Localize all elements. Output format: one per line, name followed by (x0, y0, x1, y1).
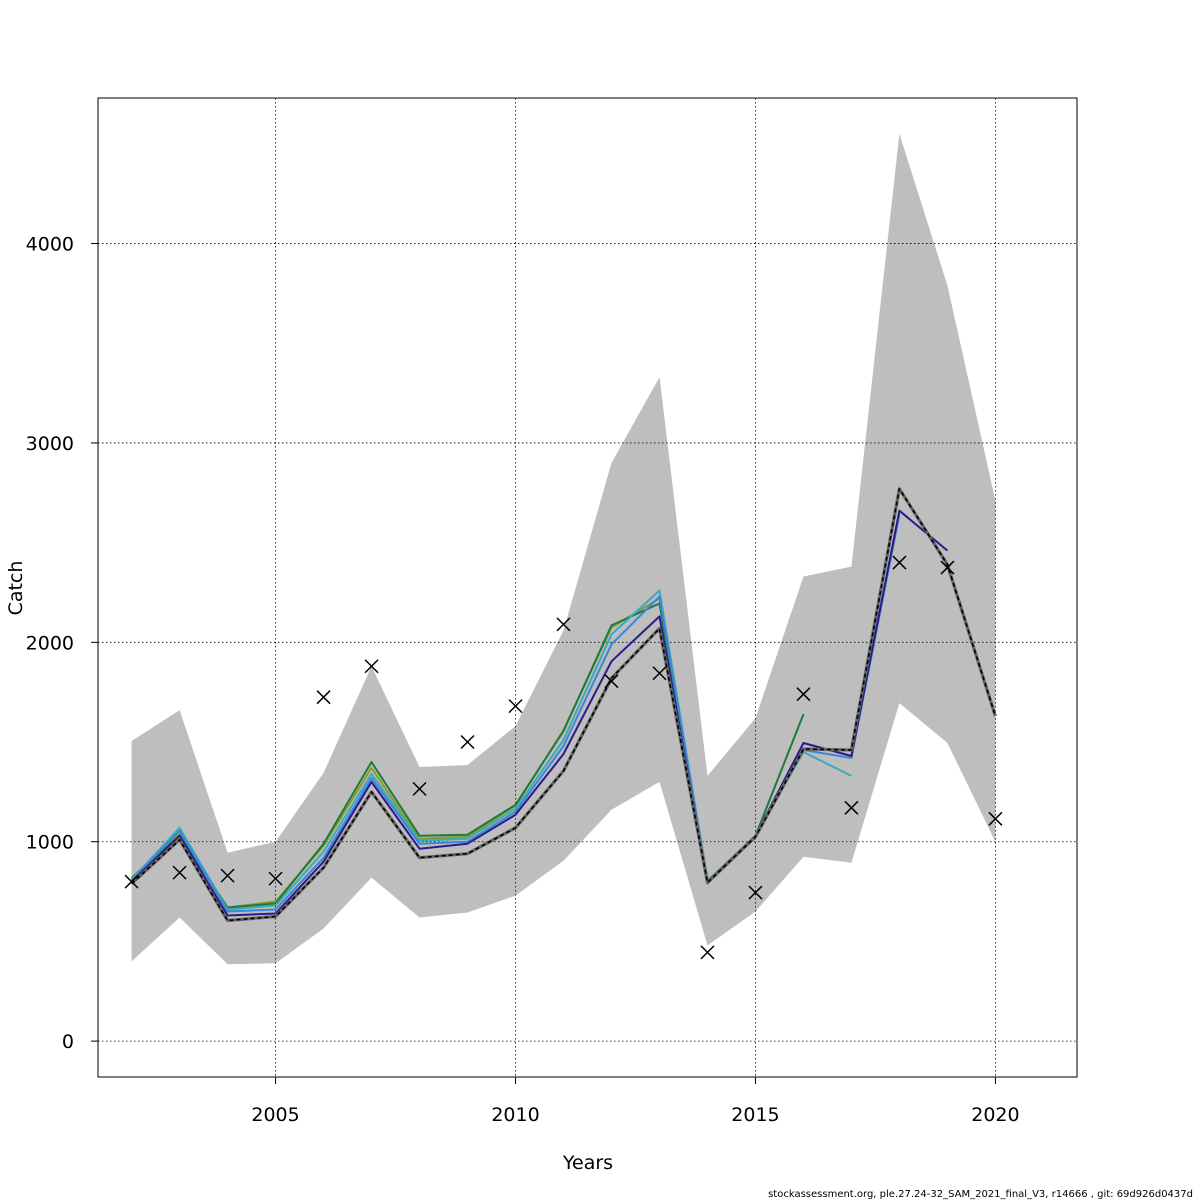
observed-point-stroke (268, 871, 283, 886)
observed-point-2002 (124, 874, 139, 889)
observed-point-stroke (460, 734, 475, 750)
series-line-1 (130, 509, 949, 917)
observed-point-2018 (892, 555, 907, 570)
observed-point-stroke (940, 560, 955, 575)
plot-frame (97, 97, 1078, 1078)
x-axis-title: Years (562, 1152, 613, 1174)
observed-point-stroke (220, 868, 235, 883)
footer-text: stockassessment.org, ple.27.24-32_SAM_20… (768, 1189, 1193, 1200)
observed-point-2016 (796, 687, 811, 702)
observed-point-stroke (172, 865, 187, 880)
observed-point-2004 (220, 868, 235, 883)
observed-point-2012 (604, 674, 619, 689)
x-tick-label-2020: 2020 (971, 1104, 1019, 1126)
observed-point-2017 (844, 800, 859, 815)
y-tick-label-2000: 2000 (26, 632, 74, 654)
observed-point-stroke (652, 666, 667, 681)
observed-point-2006 (316, 690, 331, 705)
observed-point-2015 (748, 885, 763, 900)
grid-layer (98, 98, 1077, 1077)
observed-point-stroke (796, 687, 811, 702)
observed-point-2011 (556, 617, 571, 632)
observed-point-stroke (700, 945, 715, 960)
x-tick-label-2005: 2005 (251, 1104, 299, 1126)
y-tick-label-0: 0 (62, 1031, 74, 1053)
axis-ticks-layer: 2005 2010 2015 2020 0 1000 2000 3000 4000 (26, 234, 1020, 1126)
observed-point-stroke (316, 690, 331, 705)
observed-point-2003 (172, 865, 187, 880)
observed-point-stroke (556, 617, 571, 632)
observed-point-2019 (940, 560, 955, 575)
observed-point-2005 (268, 871, 283, 886)
series-line-0 (131, 487, 997, 922)
observed-point-2010 (508, 699, 523, 714)
y-tick-label-4000: 4000 (26, 234, 74, 256)
observed-point-2009 (460, 734, 475, 750)
y-tick-label-3000: 3000 (26, 433, 74, 455)
x-tick-label-2015: 2015 (731, 1104, 779, 1126)
observed-point-stroke (988, 811, 1003, 826)
observed-point-stroke (748, 885, 763, 900)
observed-point-2007 (364, 659, 379, 674)
observed-point-2014 (700, 945, 715, 960)
observed-point-stroke (364, 659, 379, 674)
observed-point-stroke (508, 699, 523, 714)
observed-point-2013 (652, 666, 667, 681)
y-axis-title: Catch (5, 561, 27, 616)
observed-points-layer (124, 555, 1003, 960)
series-layer (130, 487, 997, 923)
confidence-band (131, 133, 996, 965)
observed-point-stroke (124, 874, 139, 889)
observed-point-stroke (412, 781, 427, 796)
observed-point-2020 (988, 811, 1003, 826)
observed-point-stroke (604, 674, 619, 689)
observed-point-stroke (844, 800, 859, 815)
observed-point-2008 (412, 781, 427, 796)
y-tick-label-1000: 1000 (26, 832, 74, 854)
x-tick-label-2010: 2010 (491, 1104, 539, 1126)
confidence-band-layer (131, 133, 996, 965)
observed-point-stroke (892, 555, 907, 570)
